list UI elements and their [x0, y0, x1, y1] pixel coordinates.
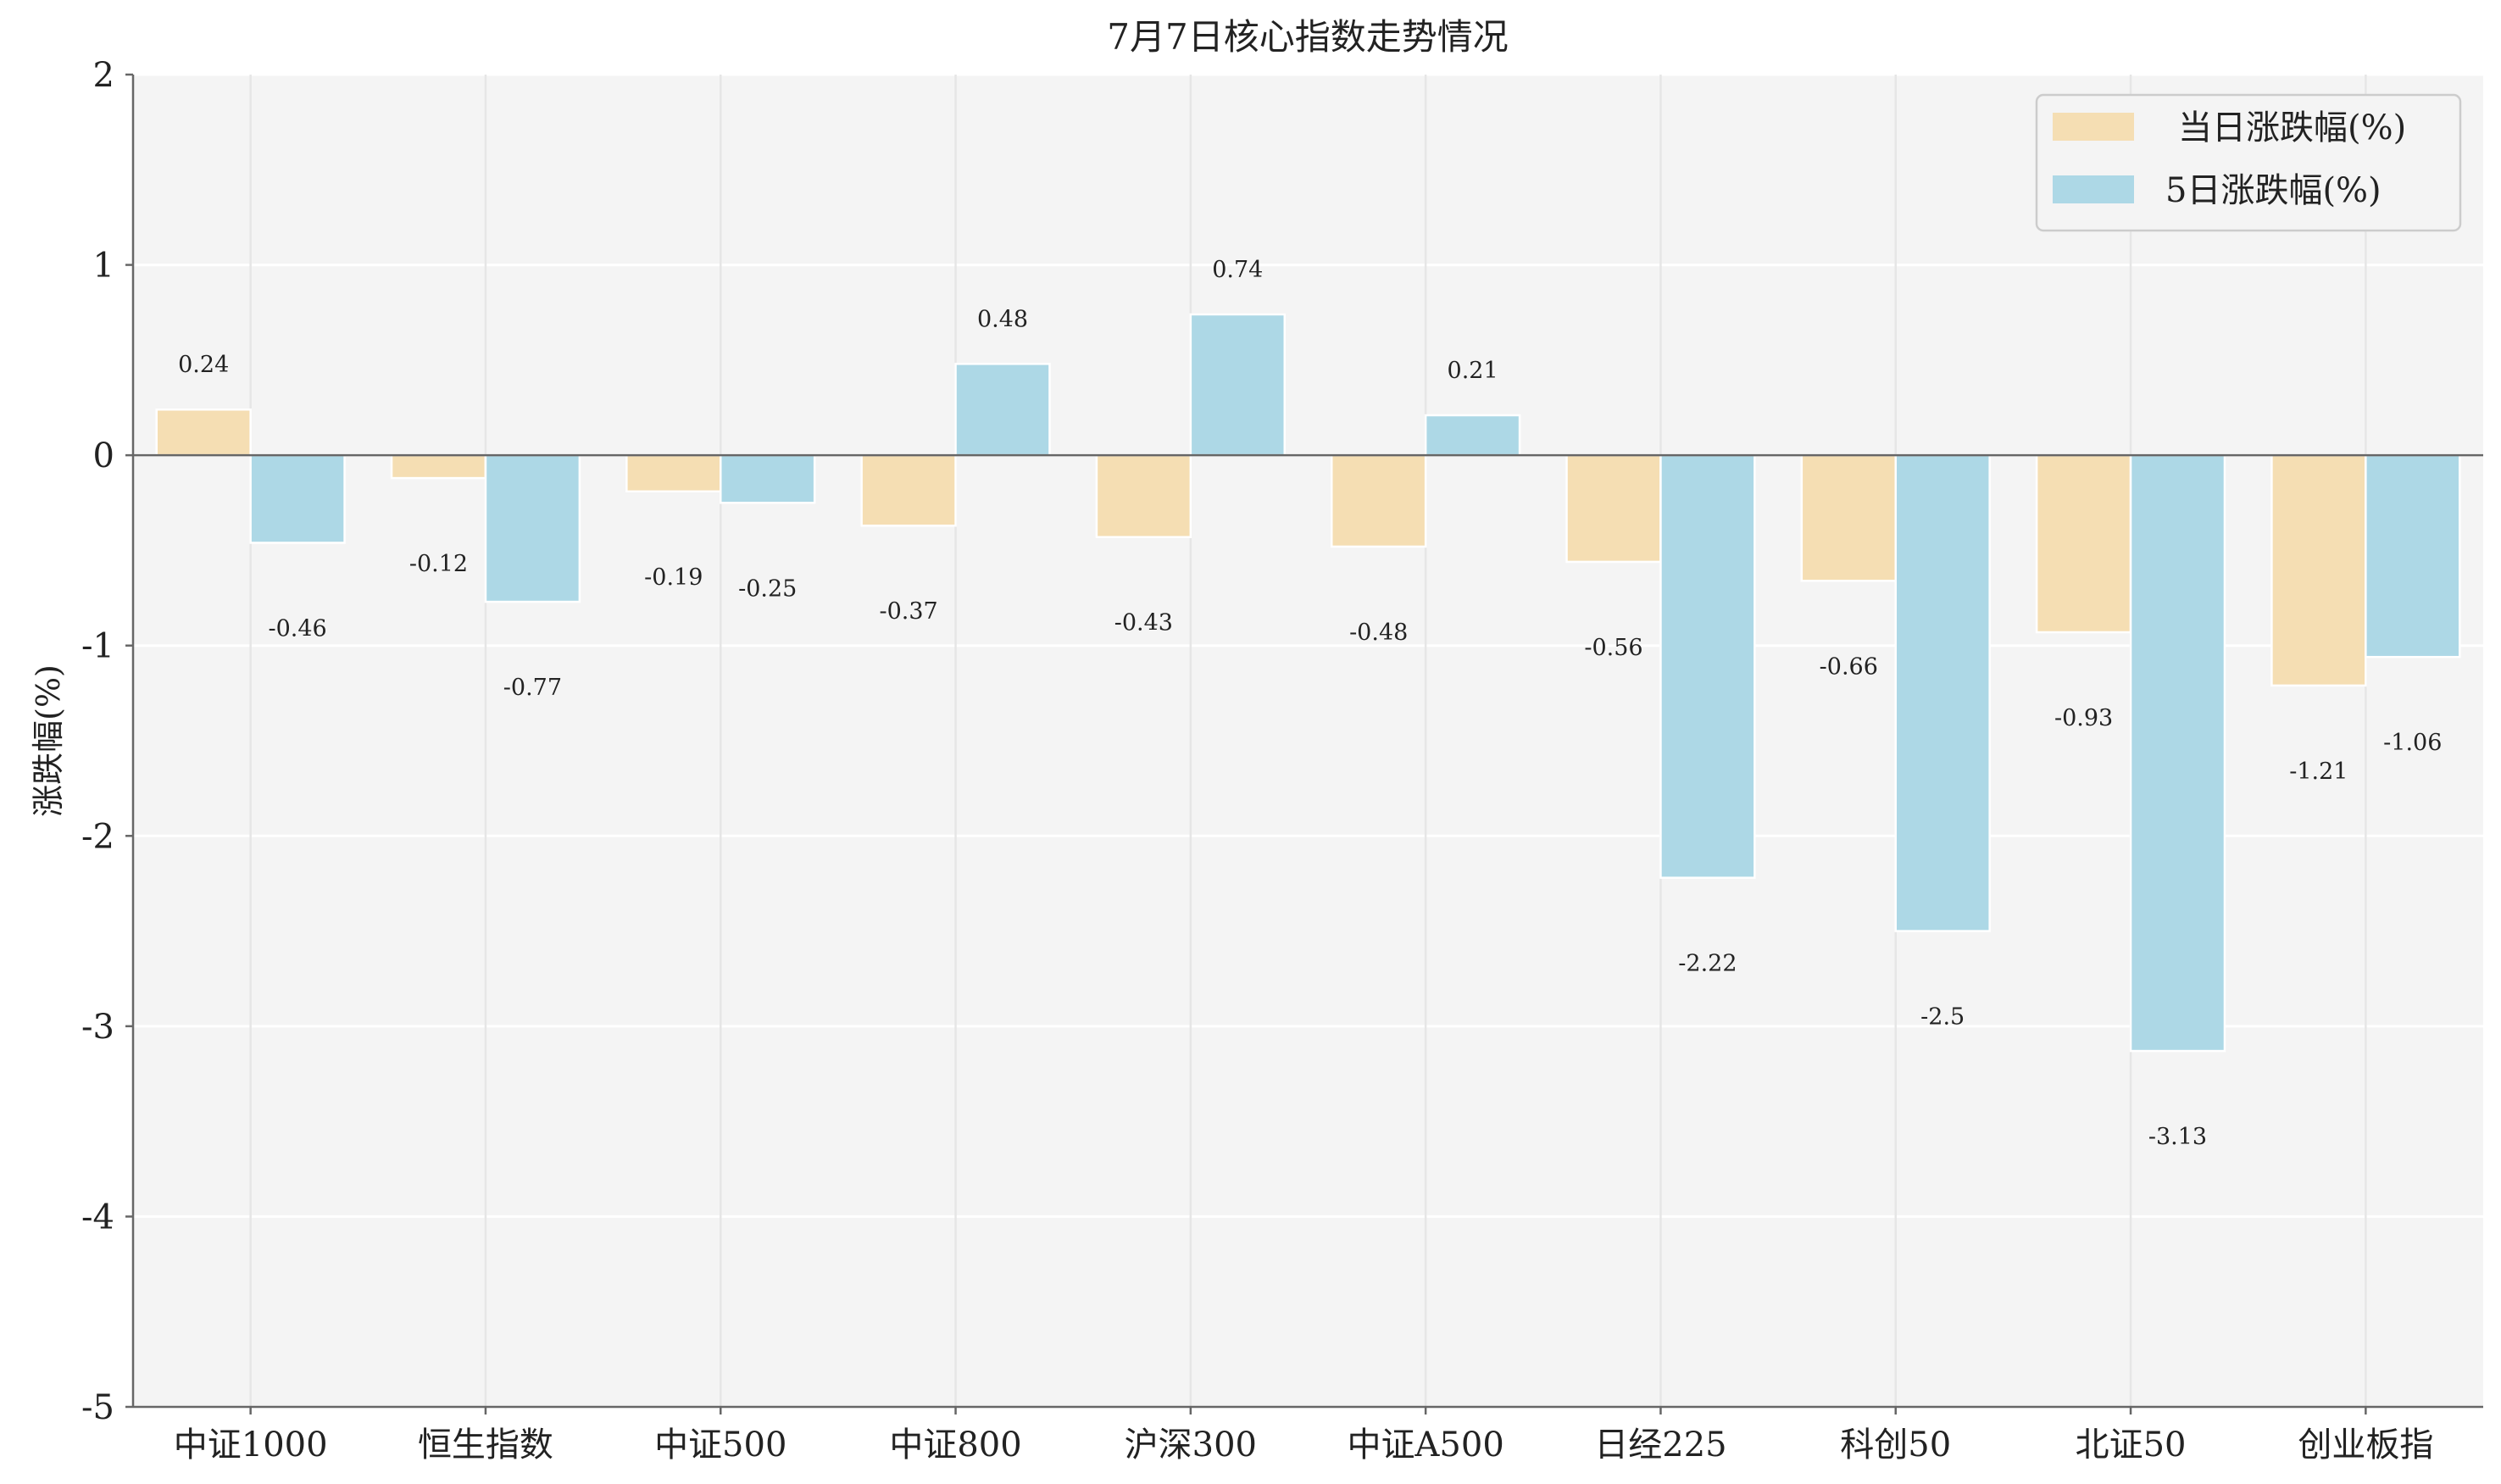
data-label: -0.77	[503, 675, 562, 701]
x-tick-label: 日经225	[1594, 1426, 1726, 1465]
chart-title: 7月7日核心指数走势情况	[1107, 16, 1508, 58]
bars	[155, 313, 2461, 1053]
x-tick-label: 科创50	[1840, 1426, 1951, 1465]
data-label: -0.43	[1114, 610, 1173, 636]
data-label: -1.06	[2383, 730, 2442, 756]
data-label: -0.37	[879, 598, 937, 625]
bar-5day	[1189, 313, 1287, 457]
data-label: -0.66	[1820, 653, 1878, 680]
x-tick-label: 恒生指数	[418, 1426, 553, 1465]
y-tick-label: -3	[81, 1008, 114, 1047]
bar-5day	[2129, 453, 2226, 1053]
data-label: -0.12	[409, 551, 468, 577]
y-tick-label: 1	[93, 247, 114, 286]
bar-daily	[1095, 453, 1192, 538]
data-label: -0.93	[2054, 705, 2113, 731]
y-tick-label: 0	[93, 436, 114, 475]
data-label: -2.22	[1678, 951, 1737, 977]
bar-daily	[155, 408, 252, 457]
legend-swatch-daily	[2053, 113, 2134, 141]
bar-5day	[1424, 414, 1521, 457]
bar-5day	[249, 453, 346, 544]
bar-5day	[1659, 453, 1756, 879]
plot-background	[133, 75, 2483, 1407]
data-label: -0.46	[268, 615, 326, 642]
data-label: -0.19	[644, 564, 703, 591]
data-label: -0.48	[1349, 620, 1408, 646]
bar-daily	[390, 453, 487, 480]
y-tick-label: 2	[93, 56, 114, 95]
data-label: -2.5	[1920, 1004, 1965, 1031]
y-tick-label: -1	[81, 627, 114, 666]
x-tick-label: 沪深300	[1125, 1426, 1257, 1465]
y-tick-label: -5	[81, 1388, 114, 1427]
bar-daily	[2270, 453, 2367, 687]
legend-swatch-5day	[2053, 175, 2134, 203]
data-label: 0.74	[1212, 257, 1263, 283]
legend: 当日涨跌幅(%) 5日涨跌幅(%)	[2035, 93, 2462, 232]
x-tick-label: 中证1000	[174, 1426, 328, 1465]
legend-label-daily: 当日涨跌幅(%)	[2178, 108, 2406, 147]
y-axis-label: 涨跌幅(%)	[30, 664, 67, 817]
data-labels: 0.24 -0.12 -0.19 -0.37 -0.43 -0.48 -0.56 -0.66 -…	[178, 257, 2442, 1150]
x-tick-label: 北证50	[2076, 1426, 2187, 1465]
bar-daily	[1565, 453, 1662, 564]
y-tick-label: -4	[81, 1198, 114, 1237]
x-tick-labels: 中证1000 恒生指数 中证500 中证800 沪深300 中证A500 日经225 科创50…	[174, 1407, 2433, 1465]
data-label: -3.13	[2148, 1124, 2207, 1150]
bar-5day	[2365, 453, 2461, 659]
x-tick-label: 中证A500	[1348, 1426, 1504, 1465]
x-tick-label: 中证500	[654, 1426, 786, 1465]
legend-box	[2035, 93, 2462, 232]
data-label: -0.25	[738, 575, 797, 602]
bar-daily	[860, 453, 957, 527]
y-tick-labels: -5 -4 -3 -2 -1 0 1 2	[81, 56, 133, 1427]
legend-label-5day: 5日涨跌幅(%)	[2165, 171, 2382, 210]
bar-5day	[1894, 453, 1991, 932]
bar-5day	[720, 453, 816, 504]
data-label: 0.24	[178, 352, 229, 378]
bar-daily	[2035, 453, 2132, 634]
bar-daily	[625, 453, 722, 493]
x-tick-label: 中证800	[889, 1426, 1021, 1465]
bar-daily	[1330, 453, 1427, 548]
data-label: -0.56	[1584, 635, 1642, 661]
data-label: 0.21	[1448, 358, 1498, 384]
y-tick-label: -2	[81, 817, 114, 856]
bar-5day	[484, 453, 581, 603]
bar-daily	[1800, 453, 1898, 582]
bar-5day	[954, 363, 1051, 457]
data-label: 0.48	[977, 306, 1028, 332]
data-label: -1.21	[2289, 759, 2348, 785]
x-tick-label: 创业板指	[2298, 1426, 2433, 1465]
